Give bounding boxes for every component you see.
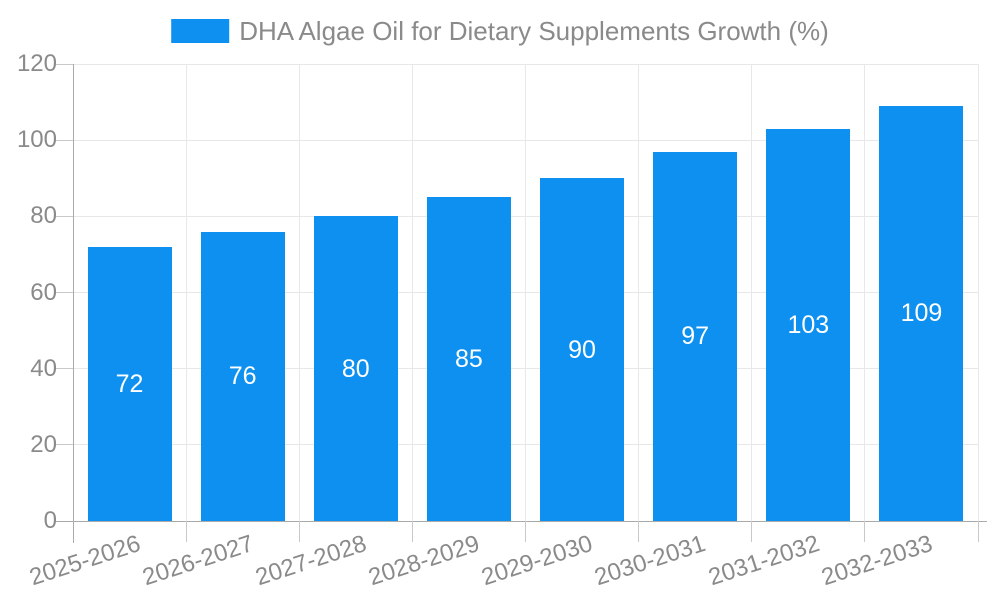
legend-item[interactable]: DHA Algae Oil for Dietary Supplements Gr… (171, 16, 829, 46)
x-axis-tick (977, 521, 979, 542)
bar-2027-2028: 80 (313, 216, 398, 521)
x-axis-tick (638, 521, 640, 542)
bar-value-label: 103 (787, 310, 830, 339)
y-axis-label: 100 (16, 126, 57, 154)
x-axis-label: 2028-2029 (365, 530, 483, 592)
y-axis-line (72, 64, 74, 543)
x-axis-label: 2032-2033 (817, 530, 936, 592)
y-axis-tick (56, 139, 73, 141)
x-axis-tick (298, 521, 300, 542)
legend-label: DHA Algae Oil for Dietary Supplements Gr… (239, 16, 829, 46)
y-axis-label: 120 (16, 50, 57, 77)
bar-value-label: 85 (455, 345, 483, 374)
gridline-vertical (751, 64, 753, 521)
bar-value-label: 72 (115, 369, 144, 398)
x-axis-tick (864, 521, 866, 542)
gridline-vertical (411, 64, 413, 521)
bar-2025-2026: 72 (87, 246, 172, 521)
x-axis-label: 2030-2031 (591, 530, 710, 592)
y-axis-label: 20 (30, 430, 57, 458)
y-axis-label: 40 (30, 354, 57, 382)
gridline-vertical (298, 64, 300, 521)
bar-2032-2033: 109 (879, 105, 964, 521)
gridline-vertical (185, 64, 187, 521)
bar-2028-2029: 85 (426, 197, 511, 521)
x-axis-line (56, 520, 987, 522)
x-axis-label: 2029-2030 (478, 530, 597, 592)
y-axis-tick (56, 292, 73, 293)
gridline-vertical (864, 64, 866, 521)
x-axis-label: 2027-2028 (252, 530, 370, 592)
gridline-vertical (977, 64, 979, 521)
y-axis-label: 60 (30, 278, 57, 306)
y-axis-label: 0 (43, 507, 57, 534)
y-axis-tick (56, 63, 73, 65)
bar-value-label: 109 (900, 299, 943, 328)
y-axis-tick (56, 215, 73, 217)
y-axis-tick (56, 444, 73, 446)
x-axis-tick (185, 521, 187, 542)
gridline-vertical (638, 64, 640, 521)
bar-value-label: 80 (341, 354, 370, 383)
x-axis-label: 2025-2026 (26, 530, 144, 592)
bar-2029-2030: 90 (540, 178, 625, 521)
y-axis-tick (56, 368, 73, 370)
x-axis-label: 2031-2032 (704, 530, 823, 592)
bar-2026-2027: 76 (200, 231, 285, 521)
x-axis-tick (411, 521, 413, 542)
x-axis-label: 2026-2027 (139, 530, 257, 592)
x-axis-tick (525, 521, 526, 542)
bar-value-label: 90 (568, 335, 596, 364)
bar-2031-2032: 103 (766, 128, 851, 521)
y-axis-label: 80 (30, 202, 57, 230)
bar-value-label: 97 (681, 322, 710, 351)
legend-swatch (171, 19, 230, 43)
x-axis-tick (751, 521, 753, 542)
bar-2030-2031: 97 (653, 151, 738, 521)
bar-value-label: 76 (228, 362, 257, 391)
gridline-vertical (525, 64, 526, 521)
